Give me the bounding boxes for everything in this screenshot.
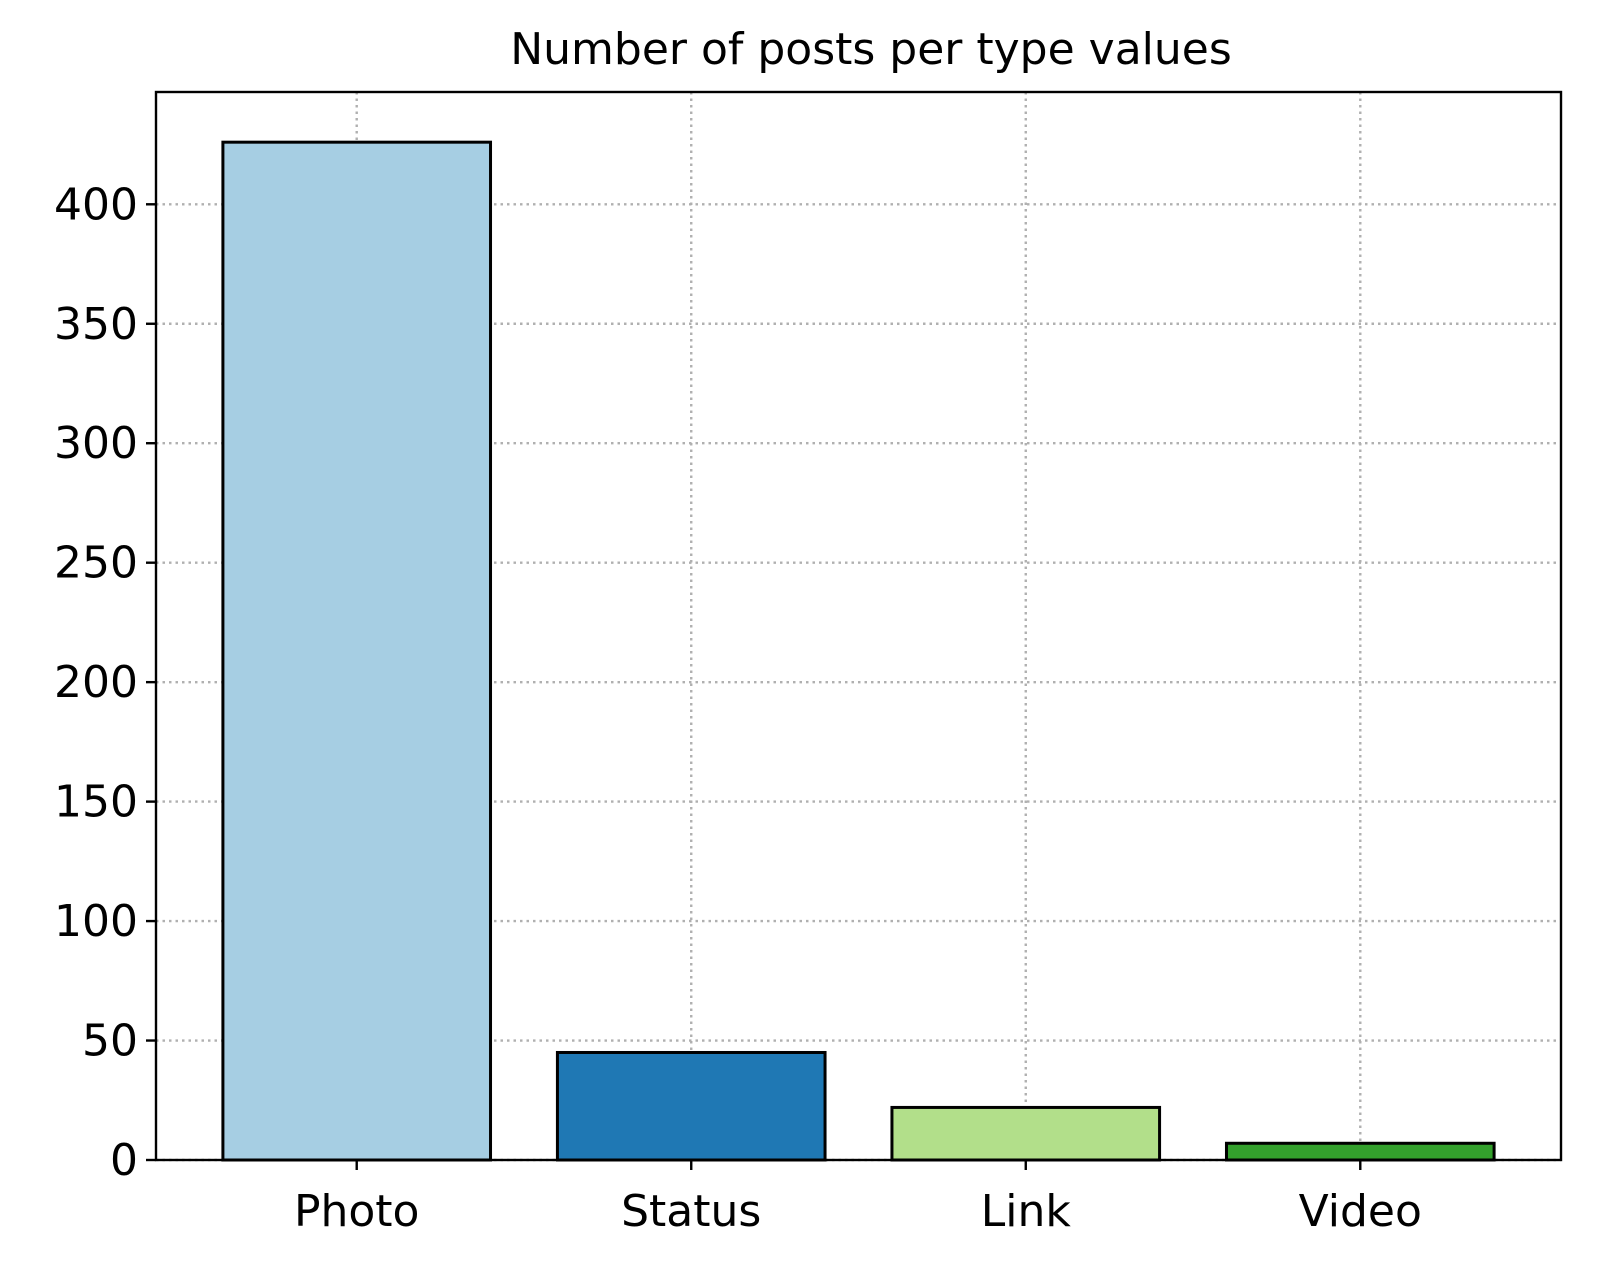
plot-frame xyxy=(154,90,1563,1162)
y-tick-label: 300 xyxy=(54,418,138,469)
x-tick-label: Link xyxy=(981,1186,1072,1237)
x-tick-label: Status xyxy=(621,1186,761,1237)
bar-link xyxy=(890,1105,1162,1162)
y-tick-label: 50 xyxy=(82,1016,138,1067)
y-tick-label: 350 xyxy=(54,299,138,350)
x-tick-label: Video xyxy=(1299,1186,1422,1237)
y-tick-label: 250 xyxy=(54,538,138,589)
chart-title: Number of posts per type values xyxy=(510,24,1232,75)
y-tick-label: 400 xyxy=(54,179,138,230)
bar-video xyxy=(1224,1141,1496,1162)
y-tick-label: 150 xyxy=(54,777,138,828)
bars xyxy=(221,140,1496,1162)
bar-status xyxy=(555,1050,827,1162)
y-tick-label: 0 xyxy=(110,1135,138,1186)
axes: 0 50 100 150 200 250 300 350 400 Photo Status Link V… xyxy=(54,179,1422,1237)
x-tick-label: Photo xyxy=(294,1186,420,1237)
y-tick-label: 100 xyxy=(54,896,138,947)
bar-photo xyxy=(221,140,493,1162)
y-tick-label: 200 xyxy=(54,657,138,708)
